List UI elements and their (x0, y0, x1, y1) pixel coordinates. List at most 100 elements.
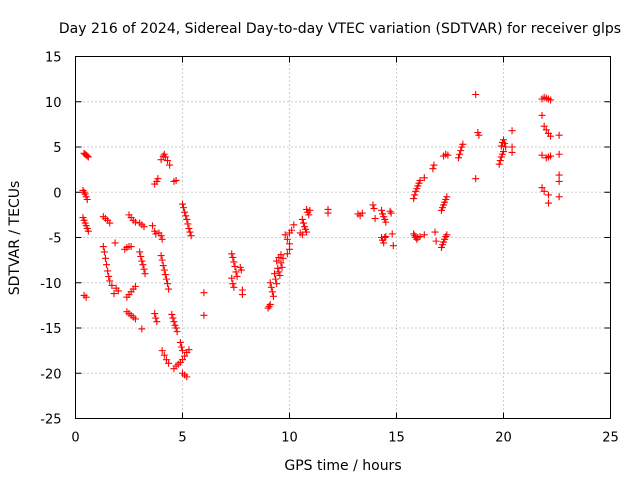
data-point (555, 177, 563, 185)
x-tick-label: 15 (388, 431, 405, 446)
data-point (538, 151, 546, 159)
data-point (555, 171, 563, 179)
data-point (411, 191, 419, 199)
data-point (105, 272, 113, 280)
data-point (269, 292, 277, 300)
data-point (290, 221, 298, 229)
data-point (162, 356, 170, 364)
y-axis-title: SDTVAR / TECUs (7, 181, 23, 296)
data-point (266, 279, 274, 287)
data-point (141, 270, 149, 278)
axis-ticks: 0 5 10 15 20 25 -25 -20 -15 -10 -5 0 5 10 15 (40, 51, 619, 446)
data-point (82, 293, 90, 301)
data-point (388, 230, 396, 238)
data-point (508, 127, 516, 135)
y-tick-label: 15 (45, 51, 62, 66)
data-point (131, 218, 139, 226)
data-point (231, 262, 239, 270)
y-tick-label: 10 (45, 96, 62, 111)
data-point (555, 131, 563, 139)
data-point (268, 288, 276, 296)
y-tick-label: -15 (40, 322, 61, 337)
data-point (84, 227, 92, 235)
data-point (298, 231, 306, 239)
x-axis-title: GPS time / hours (284, 458, 401, 474)
data-point (380, 239, 388, 247)
data-point (540, 187, 548, 195)
data-point (238, 291, 246, 299)
data-point (184, 220, 192, 228)
data-point (306, 206, 314, 214)
data-point (138, 325, 146, 333)
data-point (472, 91, 480, 99)
data-point (386, 207, 394, 215)
data-point (277, 259, 285, 267)
data-point (158, 235, 166, 243)
data-point (279, 254, 287, 262)
chart-title: Day 216 of 2024, Sidereal Day-to-day VTE… (59, 21, 621, 37)
data-point (232, 268, 240, 276)
data-point (276, 272, 284, 280)
data-point (371, 214, 379, 222)
data-point (416, 233, 424, 241)
data-point (381, 234, 389, 241)
data-point (275, 268, 283, 276)
data-point (169, 314, 177, 322)
y-tick-label: -20 (40, 367, 61, 382)
data-point (161, 153, 169, 161)
data-point (456, 150, 464, 158)
data-point (420, 231, 428, 239)
data-point (459, 140, 467, 148)
data-point (84, 153, 92, 161)
data-point (183, 215, 191, 223)
x-tick-label: 20 (495, 431, 512, 446)
data-point (303, 228, 311, 236)
data-point (281, 231, 289, 239)
data-point (237, 266, 245, 274)
data-point (164, 157, 172, 165)
data-point (538, 111, 546, 119)
data-point (162, 275, 170, 283)
data-point (200, 289, 208, 297)
data-point (544, 191, 552, 199)
data-point (496, 157, 504, 165)
data-point (555, 193, 563, 201)
data-point (547, 152, 555, 160)
data-point (131, 282, 139, 290)
data-point (179, 200, 186, 208)
data-point (136, 248, 144, 256)
data-point (277, 251, 285, 259)
data-point (370, 205, 378, 213)
data-point (151, 310, 159, 318)
data-point (104, 267, 112, 275)
data-point (495, 160, 503, 168)
y-tick-label: -10 (40, 277, 61, 292)
data-point (106, 277, 114, 285)
data-point (283, 250, 291, 258)
data-point (170, 318, 178, 326)
data-point (83, 152, 91, 160)
data-point (181, 208, 189, 216)
data-point (547, 96, 555, 104)
data-point (127, 243, 135, 251)
data-point (152, 230, 160, 238)
data-point (137, 253, 145, 261)
data-point (500, 136, 507, 144)
data-point (140, 223, 148, 231)
y-tick-label: 0 (53, 186, 61, 201)
data-point (369, 201, 377, 209)
x-tick-label: 0 (71, 431, 79, 446)
data-point (286, 245, 293, 253)
data-point (228, 250, 236, 258)
data-point (272, 275, 280, 283)
data-point (154, 175, 162, 183)
data-point (472, 175, 480, 183)
data-point (106, 219, 114, 227)
data-point (172, 324, 180, 332)
data-point (114, 287, 122, 295)
data-point (165, 285, 173, 293)
data-point (298, 215, 306, 223)
data-point (181, 352, 189, 360)
data-point (432, 237, 440, 245)
